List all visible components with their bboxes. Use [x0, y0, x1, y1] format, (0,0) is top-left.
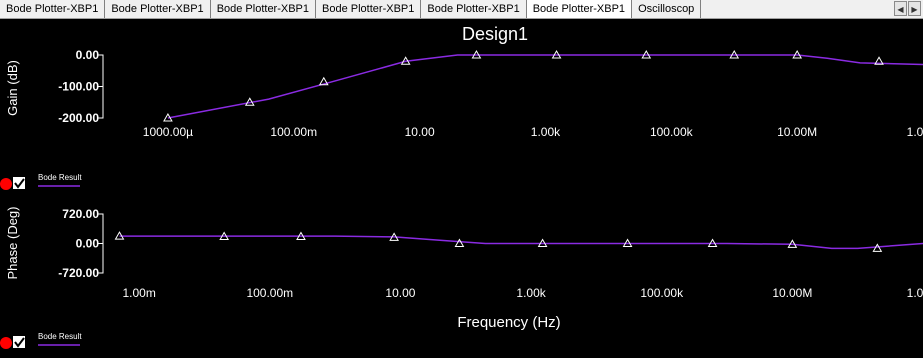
x-tick-label: 10.00 [385, 286, 415, 300]
data-point-marker [622, 238, 633, 247]
data-point-marker [707, 238, 718, 247]
gain-chart: Design1 Gain (dB) 0.00 -100.00 -200.00 100… [5, 24, 923, 139]
gain-x-ticks: 1000.00µ 100.00m 10.00 1.00k 100.00k 10.00M 1.… [143, 125, 923, 139]
check-icon [14, 178, 25, 189]
data-point-marker [641, 49, 652, 59]
x-tick-label: 1.00G [907, 125, 923, 139]
data-point-marker [787, 239, 798, 248]
x-tick-label: 100.00m [270, 125, 317, 139]
y-tick-label: 0.00 [76, 48, 100, 62]
tab-oscilloscope[interactable]: Oscilloscop [632, 0, 702, 18]
x-tick-label: 10.00M [772, 286, 812, 300]
phase-legend[interactable]: Bode Result [0, 332, 82, 349]
phase-y-axis-label: Phase (Deg) [5, 207, 20, 280]
tab-scroll-controls: ◀ ▶ [894, 1, 921, 16]
data-point-marker [792, 49, 803, 59]
x-tick-label: 1.00k [516, 286, 546, 300]
phase-y-ticks: 720.00 0.00 -720.00 [58, 207, 103, 280]
data-point-marker [244, 97, 255, 106]
x-tick-label: 10.00M [777, 125, 817, 139]
gain-y-ticks: 0.00 -100.00 -200.00 [58, 48, 103, 125]
x-tick-label: 1.00k [531, 125, 561, 139]
y-tick-label: -200.00 [58, 111, 99, 125]
check-icon [14, 337, 25, 348]
x-axis-label: Frequency (Hz) [457, 314, 560, 331]
x-tick-label: 10.00 [405, 125, 435, 139]
tab-bode-plotter-5[interactable]: Bode Plotter-XBP1 [421, 0, 527, 18]
data-point-marker [400, 56, 411, 65]
x-tick-label: 1000.00µ [143, 125, 193, 139]
data-point-marker [551, 49, 562, 59]
tab-bode-plotter-2[interactable]: Bode Plotter-XBP1 [105, 0, 211, 18]
chevron-left-icon[interactable]: ◀ [894, 1, 907, 16]
legend-label: Bode Result [38, 173, 82, 182]
bode-plot: Design1 Gain (dB) 0.00 -100.00 -200.00 100… [0, 24, 923, 349]
legend-label: Bode Result [38, 332, 82, 341]
x-tick-label: 100.00m [246, 286, 293, 300]
gain-legend[interactable]: Bode Result [0, 173, 82, 190]
data-point-marker [296, 231, 306, 241]
series-line [167, 54, 923, 119]
tab-bode-plotter-1[interactable]: Bode Plotter-XBP1 [0, 0, 106, 18]
tab-bode-plotter-6[interactable]: Bode Plotter-XBP1 [526, 0, 633, 18]
tab-bar: Bode Plotter-XBP1 Bode Plotter-XBP1 Bode… [0, 0, 923, 19]
series-line [119, 235, 923, 250]
legend-marker-dot [0, 178, 12, 190]
x-tick-label: 1.00m [122, 286, 155, 300]
x-tick-label: 100.00k [650, 125, 694, 139]
data-point-marker [729, 49, 740, 59]
data-point-marker [318, 76, 329, 86]
tab-bode-plotter-3[interactable]: Bode Plotter-XBP1 [210, 0, 317, 18]
data-point-marker [537, 238, 548, 247]
data-point-marker [872, 243, 883, 252]
y-tick-label: 720.00 [62, 207, 99, 221]
phase-series [114, 231, 923, 252]
data-point-marker [163, 112, 173, 122]
data-point-marker [454, 238, 465, 247]
chart-title: Design1 [462, 24, 528, 44]
y-tick-label: -720.00 [58, 266, 99, 280]
data-point-marker [471, 49, 482, 59]
x-tick-label: 1.00G [907, 286, 923, 300]
y-tick-label: -100.00 [58, 80, 99, 94]
phase-chart: Phase (Deg) 720.00 0.00 -720.00 1.00m 100.0… [5, 207, 923, 331]
phase-x-ticks: 1.00m 100.00m 10.00 1.00k 100.00k 10.00M 1.00G [122, 286, 923, 300]
tab-bode-plotter-4[interactable]: Bode Plotter-XBP1 [316, 0, 422, 18]
x-tick-label: 100.00k [640, 286, 684, 300]
gain-y-axis-label: Gain (dB) [5, 60, 20, 116]
data-point-marker [114, 231, 125, 240]
data-point-marker [389, 232, 399, 241]
gain-series [163, 49, 923, 122]
chevron-right-icon[interactable]: ▶ [908, 1, 921, 16]
data-point-marker [874, 56, 884, 65]
data-point-marker [219, 231, 230, 241]
legend-marker-dot [0, 337, 12, 349]
y-tick-label: 0.00 [76, 237, 100, 251]
